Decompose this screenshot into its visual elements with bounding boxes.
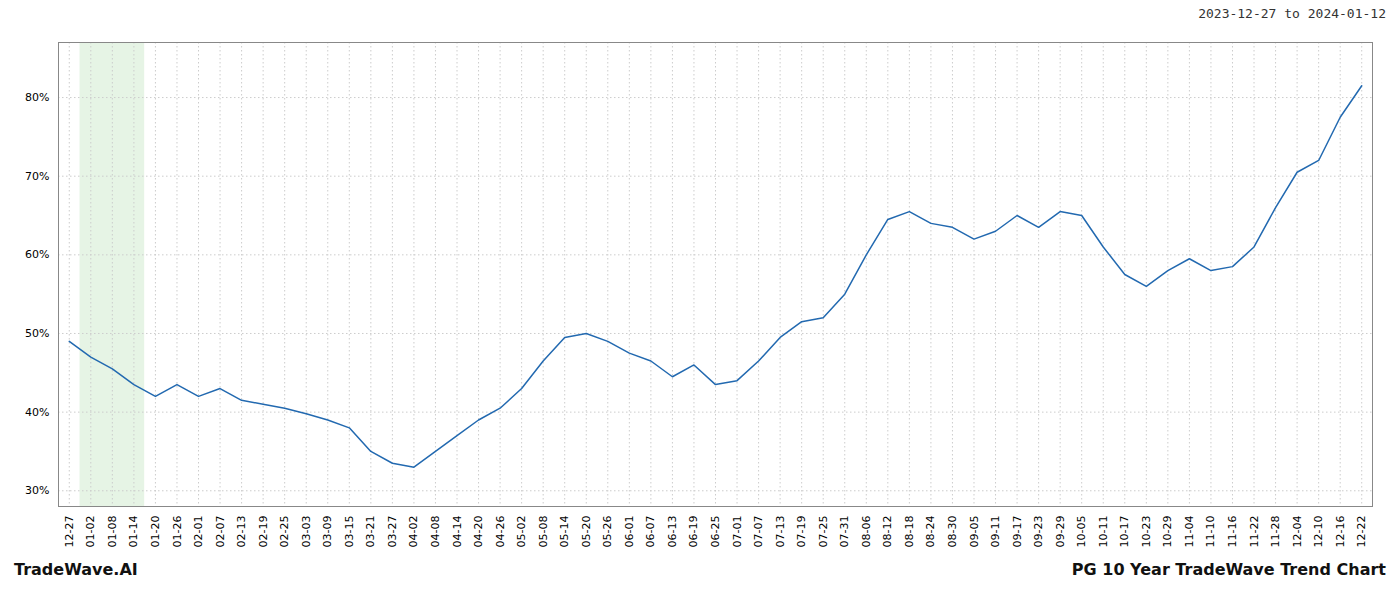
svg-text:05-02: 05-02: [515, 516, 528, 548]
svg-text:12-22: 12-22: [1355, 516, 1368, 548]
svg-text:05-08: 05-08: [537, 516, 550, 548]
svg-text:11-28: 11-28: [1269, 516, 1282, 548]
svg-text:01-20: 01-20: [149, 516, 162, 548]
svg-text:12-10: 12-10: [1312, 516, 1325, 548]
svg-text:10-29: 10-29: [1161, 516, 1174, 548]
svg-text:10-11: 10-11: [1097, 516, 1110, 548]
svg-text:07-19: 07-19: [795, 516, 808, 548]
svg-text:04-08: 04-08: [429, 516, 442, 548]
svg-text:11-22: 11-22: [1248, 516, 1261, 548]
html-text:PG 10 Year TradeWave Trend Cha: PG 10 Year TradeWave Trend Chart: [1071, 560, 1386, 579]
svg-text:60%: 60%: [25, 248, 49, 261]
svg-text:06-01: 06-01: [623, 516, 636, 548]
svg-text:01-02: 01-02: [84, 516, 97, 548]
svg-text:08-12: 08-12: [881, 516, 894, 548]
svg-text:03-03: 03-03: [300, 516, 313, 548]
svg-text:02-07: 02-07: [214, 516, 227, 548]
svg-text:04-02: 04-02: [407, 516, 420, 548]
svg-text:02-19: 02-19: [257, 516, 270, 548]
svg-text:03-15: 03-15: [343, 516, 356, 548]
svg-text:12-16: 12-16: [1334, 516, 1347, 548]
svg-text:08-24: 08-24: [924, 516, 937, 548]
svg-text:09-17: 09-17: [1011, 516, 1024, 548]
svg-text:07-13: 07-13: [774, 516, 787, 548]
svg-text:08-18: 08-18: [903, 516, 916, 548]
svg-text:09-11: 09-11: [989, 516, 1002, 548]
svg-text:03-09: 03-09: [321, 516, 334, 548]
svg-text:08-30: 08-30: [946, 516, 959, 548]
svg-text:05-14: 05-14: [558, 516, 571, 548]
svg-text:03-27: 03-27: [386, 516, 399, 548]
svg-text:04-26: 04-26: [494, 516, 507, 548]
svg-text:01-14: 01-14: [127, 516, 140, 548]
svg-text:04-14: 04-14: [451, 516, 464, 548]
svg-text:12-27: 12-27: [63, 516, 76, 548]
svg-text:80%: 80%: [25, 91, 49, 104]
svg-text:30%: 30%: [25, 484, 49, 497]
svg-text:70%: 70%: [25, 170, 49, 183]
svg-text:01-26: 01-26: [170, 516, 183, 548]
svg-text:10-23: 10-23: [1140, 516, 1153, 548]
svg-text:02-25: 02-25: [278, 516, 291, 548]
svg-text:07-31: 07-31: [838, 516, 851, 548]
svg-text:03-21: 03-21: [364, 516, 377, 548]
svg-text:04-20: 04-20: [472, 516, 485, 548]
svg-text:06-07: 06-07: [644, 516, 657, 548]
svg-text:06-25: 06-25: [709, 516, 722, 548]
svg-text:07-01: 07-01: [731, 516, 744, 548]
svg-text:07-25: 07-25: [817, 516, 830, 548]
svg-text:07-07: 07-07: [752, 516, 765, 548]
svg-text:02-13: 02-13: [235, 516, 248, 548]
svg-text:11-10: 11-10: [1204, 516, 1217, 548]
svg-text:10-05: 10-05: [1075, 516, 1088, 548]
svg-text:08-06: 08-06: [860, 516, 873, 548]
svg-text:09-29: 09-29: [1054, 516, 1067, 548]
svg-text:06-19: 06-19: [687, 516, 700, 548]
html-text:TradeWave.AI: TradeWave.AI: [14, 560, 138, 579]
svg-text:02-01: 02-01: [192, 516, 205, 548]
svg-text:06-13: 06-13: [666, 516, 679, 548]
svg-text:40%: 40%: [25, 406, 49, 419]
svg-text:12-04: 12-04: [1291, 516, 1304, 548]
svg-text:05-20: 05-20: [580, 516, 593, 548]
svg-text:05-26: 05-26: [601, 516, 614, 548]
svg-text:11-04: 11-04: [1183, 516, 1196, 548]
html-text:2023-12-27 to 2024-01-12: 2023-12-27 to 2024-01-12: [1198, 6, 1386, 21]
svg-text:50%: 50%: [25, 327, 49, 340]
svg-text:10-17: 10-17: [1118, 516, 1131, 548]
svg-text:11-16: 11-16: [1226, 516, 1239, 548]
svg-text:09-05: 09-05: [968, 516, 981, 548]
svg-text:01-08: 01-08: [106, 516, 119, 548]
svg-text:09-23: 09-23: [1032, 516, 1045, 548]
